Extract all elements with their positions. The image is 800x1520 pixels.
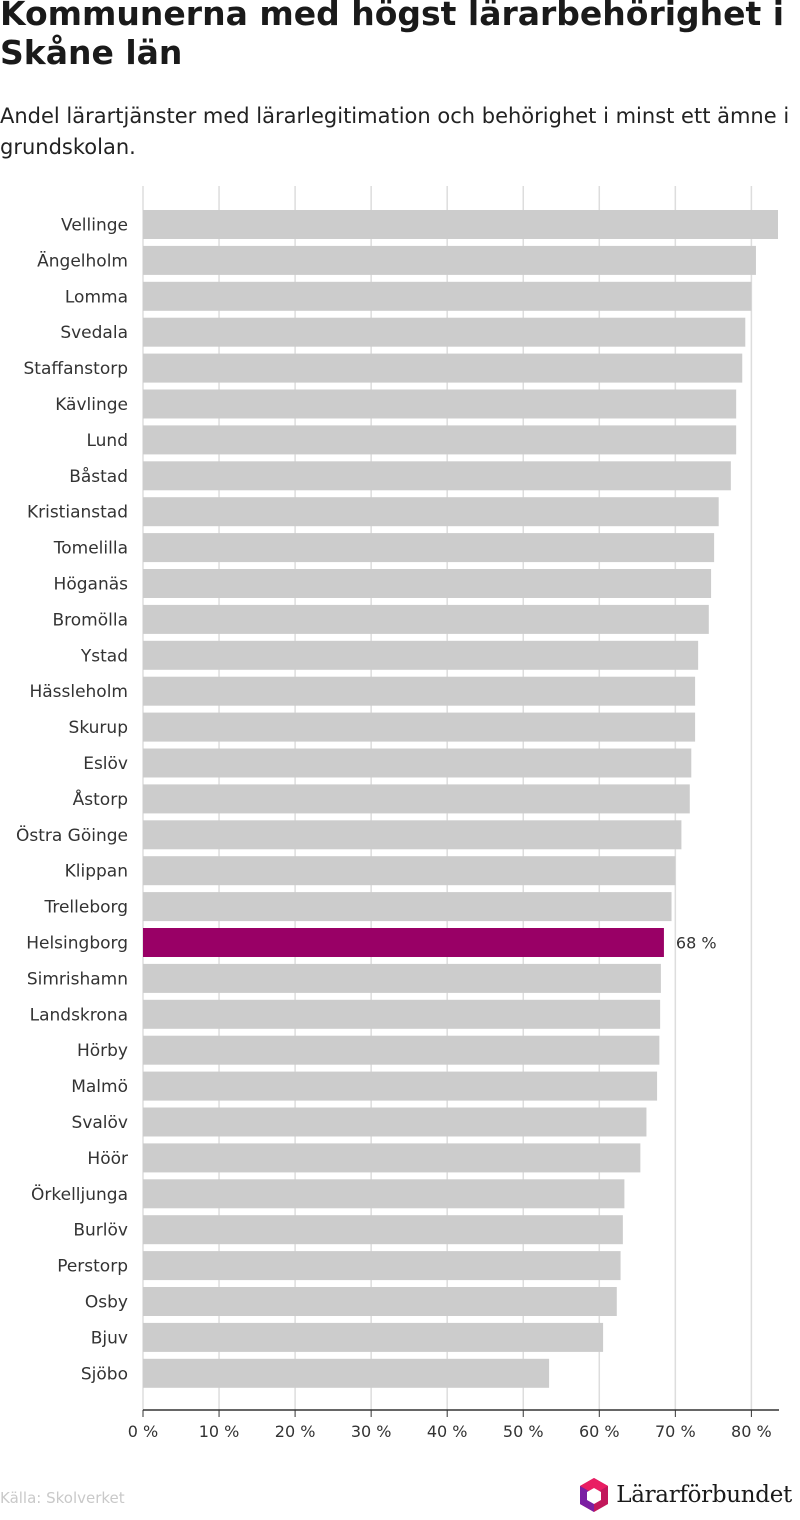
category-label: Osby [85, 1293, 128, 1313]
category-label: Lomma [65, 287, 128, 307]
brand-name: Lärarförbundet [616, 1482, 792, 1508]
category-label: Simrishamn [27, 969, 128, 989]
category-label: Svalöv [72, 1113, 128, 1133]
bar-svedala[interactable] [143, 317, 746, 347]
bar-vellinge[interactable] [143, 210, 778, 239]
brand-logo[interactable]: Lärarförbundet [578, 1477, 792, 1513]
category-label: Landskrona [30, 1005, 128, 1025]
bar-höganäs[interactable] [143, 569, 712, 598]
category-label: Skurup [69, 718, 128, 738]
bar-staffanstorp[interactable] [143, 353, 743, 383]
category-label: Eslöv [83, 754, 128, 774]
cube-logo-icon [580, 1478, 609, 1512]
bars [143, 210, 778, 1388]
bar-ängelholm[interactable] [143, 245, 756, 275]
x-tick-label: 0 % [128, 1422, 158, 1441]
category-label: Lund [86, 431, 128, 451]
category-label: Klippan [65, 862, 128, 882]
bar-eslöv[interactable] [143, 748, 692, 778]
category-label: Staffanstorp [24, 359, 128, 379]
category-label: Hörby [77, 1041, 128, 1061]
x-tick-label: 50 % [503, 1422, 544, 1441]
bar-skurup[interactable] [143, 712, 696, 742]
category-label: Hässleholm [29, 682, 128, 702]
category-label: Höganäs [54, 575, 129, 595]
category-label: Tomelilla [53, 539, 128, 559]
bar-hässleholm[interactable] [143, 676, 696, 706]
category-label: Örkelljunga [31, 1183, 128, 1205]
x-axis: 0 % 10 % 20 % 30 % 40 % 50 % 60 % 70 % 80 % [128, 1409, 779, 1441]
category-label: Burlöv [73, 1221, 128, 1241]
category-label: Höör [87, 1149, 128, 1169]
x-tick-label: 70 % [655, 1422, 696, 1441]
bar-åstorp[interactable] [143, 784, 690, 814]
bar-östra-göinge[interactable] [143, 820, 682, 850]
bar-simrishamn[interactable] [143, 963, 661, 993]
category-label: Bromölla [52, 610, 128, 630]
bar-bromölla[interactable] [143, 604, 709, 634]
bar-perstorp[interactable] [143, 1251, 621, 1281]
category-label: Sjöbo [81, 1364, 128, 1384]
category-label: Perstorp [57, 1257, 128, 1277]
category-label: Vellinge [61, 216, 128, 236]
chart-title: Kommunerna med högst lärarbehörighet i S… [0, 0, 785, 72]
bar-landskrona[interactable] [143, 999, 661, 1029]
category-label: Malmö [71, 1077, 128, 1097]
category-label: Ystad [80, 646, 128, 666]
category-label: Ängelholm [37, 250, 128, 271]
x-tick-label: 40 % [427, 1422, 468, 1441]
category-label: Kristianstad [27, 503, 128, 523]
category-label: Östra Göinge [16, 824, 128, 846]
bar-båstad[interactable] [143, 461, 731, 491]
bar-kristianstad[interactable] [143, 497, 719, 527]
bar-lomma[interactable] [143, 281, 752, 311]
bar-bjuv[interactable] [143, 1322, 604, 1352]
x-tick-label: 10 % [199, 1422, 240, 1441]
chart-subtitle: Andel lärartjänster med lärarlegitimatio… [0, 104, 790, 159]
category-label: Svedala [60, 323, 128, 343]
bar-burlöv[interactable] [143, 1215, 623, 1245]
bar-sjöbo[interactable] [143, 1358, 550, 1388]
bar-örkelljunga[interactable] [143, 1179, 625, 1209]
x-tick-label: 30 % [351, 1422, 392, 1441]
bar-hörby[interactable] [143, 1035, 660, 1065]
highlight-value-label: 68 % [676, 934, 717, 953]
bar-ystad[interactable] [143, 640, 699, 670]
category-labels: Vellinge Ängelholm Lomma Svedala Staffanstor… [16, 216, 717, 1385]
bar-svalöv[interactable] [143, 1107, 647, 1137]
category-label: Båstad [69, 466, 128, 487]
bar-trelleborg[interactable] [143, 892, 672, 922]
bar-chart: Vellinge Ängelholm Lomma Svedala Staffanstor… [16, 186, 779, 1441]
bar-klippan[interactable] [143, 856, 676, 886]
category-label: Trelleborg [43, 898, 128, 918]
x-tick-label: 80 % [731, 1422, 772, 1441]
bar-lund[interactable] [143, 425, 737, 455]
category-label: Åstorp [73, 788, 128, 810]
category-label: Kävlinge [55, 395, 128, 415]
bar-tomelilla[interactable] [143, 533, 715, 563]
category-label: Helsingborg [26, 934, 128, 954]
source-note: Källa: Skolverket [0, 1489, 125, 1507]
x-tick-label: 20 % [275, 1422, 316, 1441]
bar-kävlinge[interactable] [143, 389, 737, 419]
bar-helsingborg[interactable] [143, 928, 664, 957]
bar-osby[interactable] [143, 1287, 617, 1316]
bar-malmö[interactable] [143, 1071, 658, 1101]
category-label: Bjuv [91, 1328, 128, 1348]
x-tick-label: 60 % [579, 1422, 620, 1441]
bar-höör[interactable] [143, 1143, 641, 1173]
